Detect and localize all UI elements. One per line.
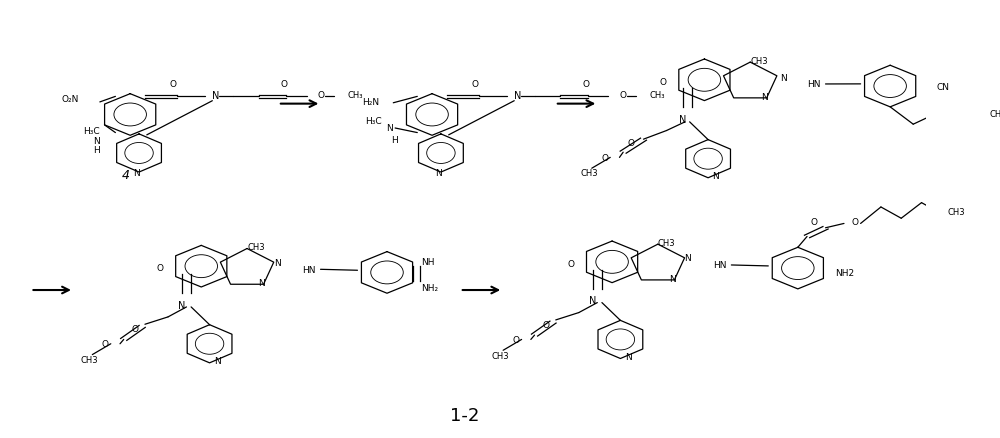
Text: H: H bbox=[93, 145, 100, 155]
Text: CH3: CH3 bbox=[580, 169, 598, 178]
Text: N: N bbox=[212, 91, 220, 101]
Text: O: O bbox=[660, 78, 667, 87]
Text: O: O bbox=[627, 139, 634, 148]
Text: O₂N: O₂N bbox=[61, 95, 79, 104]
Text: N: N bbox=[274, 258, 280, 267]
Text: N: N bbox=[514, 91, 522, 101]
Text: O: O bbox=[131, 325, 138, 333]
Text: O: O bbox=[169, 80, 176, 88]
Text: NH₂: NH₂ bbox=[421, 283, 438, 293]
Text: N: N bbox=[780, 74, 786, 83]
Text: O: O bbox=[513, 335, 520, 344]
Text: 1-2: 1-2 bbox=[450, 406, 479, 424]
Text: O: O bbox=[583, 80, 590, 88]
Text: O: O bbox=[318, 91, 325, 99]
Text: CH₃: CH₃ bbox=[347, 91, 363, 99]
Text: O: O bbox=[811, 217, 818, 226]
Text: N: N bbox=[669, 274, 676, 283]
Text: N: N bbox=[258, 279, 265, 288]
Text: N: N bbox=[679, 115, 686, 124]
Text: O: O bbox=[102, 339, 109, 349]
Text: H₂N: H₂N bbox=[362, 98, 379, 107]
Text: N: N bbox=[684, 254, 691, 263]
Text: O: O bbox=[156, 264, 163, 273]
Text: N: N bbox=[214, 357, 221, 366]
Text: N: N bbox=[178, 300, 186, 310]
Text: N: N bbox=[133, 169, 140, 178]
Text: O: O bbox=[542, 320, 549, 329]
Text: H₃C: H₃C bbox=[83, 127, 100, 135]
Text: H₃C: H₃C bbox=[366, 117, 382, 126]
Text: O: O bbox=[471, 80, 478, 88]
Text: HN: HN bbox=[807, 80, 821, 89]
Text: N: N bbox=[762, 93, 768, 102]
Text: CH3: CH3 bbox=[658, 238, 676, 247]
Text: N: N bbox=[435, 169, 442, 178]
Text: NH2: NH2 bbox=[835, 268, 854, 277]
Text: CH3: CH3 bbox=[81, 355, 98, 364]
Text: N: N bbox=[93, 137, 100, 146]
Text: CH3: CH3 bbox=[990, 110, 1000, 119]
Text: N: N bbox=[712, 172, 719, 181]
Text: O: O bbox=[851, 217, 858, 226]
Text: CH3: CH3 bbox=[247, 242, 265, 251]
Text: CN: CN bbox=[936, 82, 949, 92]
Text: O: O bbox=[281, 80, 288, 88]
Text: HN: HN bbox=[302, 265, 316, 274]
Text: HN: HN bbox=[713, 261, 726, 270]
Text: NH: NH bbox=[421, 258, 435, 266]
Text: H: H bbox=[391, 136, 398, 145]
Text: N: N bbox=[589, 296, 596, 306]
Text: 4: 4 bbox=[122, 168, 130, 181]
Text: CH3: CH3 bbox=[750, 57, 768, 65]
Text: CH3: CH3 bbox=[492, 351, 509, 360]
Text: O: O bbox=[619, 91, 626, 99]
Text: CH3: CH3 bbox=[947, 207, 965, 216]
Text: N: N bbox=[387, 124, 393, 133]
Text: O: O bbox=[601, 154, 608, 162]
Text: N: N bbox=[625, 352, 632, 361]
Text: O: O bbox=[567, 259, 574, 268]
Text: CH₃: CH₃ bbox=[649, 91, 665, 99]
